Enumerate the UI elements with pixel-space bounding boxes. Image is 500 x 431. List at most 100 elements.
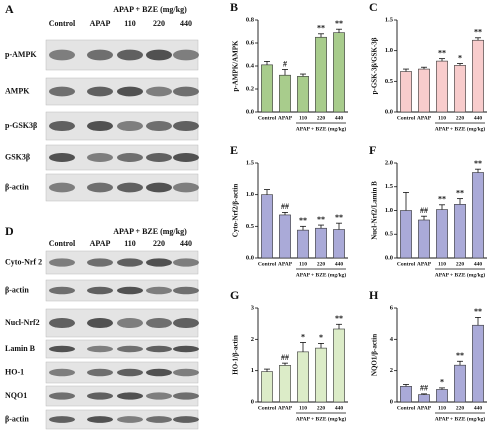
blot-band	[146, 86, 172, 97]
y-tick-label: 0.0	[385, 108, 393, 115]
bar	[436, 209, 448, 259]
y-tick-label: 2.0	[385, 159, 393, 166]
x-tick-label: 220	[456, 261, 465, 267]
y-tick-label: 1.0	[246, 191, 254, 198]
blot-band	[87, 416, 113, 423]
x-tick-label: APAP	[417, 405, 432, 411]
x-tick-label: APAP	[278, 115, 293, 121]
blot-band	[87, 368, 113, 377]
bar	[454, 364, 466, 403]
significance: **	[474, 28, 482, 37]
blot-band	[173, 120, 199, 132]
group-label: APAP + BZE (mg/kg)	[435, 415, 486, 422]
row-label: NQO1	[5, 391, 27, 400]
significance: *	[319, 333, 323, 342]
bar	[436, 60, 448, 113]
bar	[261, 371, 273, 403]
blot-band	[173, 286, 199, 295]
significance: ##	[281, 353, 289, 362]
blot-band	[117, 182, 143, 193]
lane-label: Control	[49, 239, 76, 248]
lane-label: 440	[180, 239, 192, 248]
significance: *	[301, 332, 305, 341]
bar	[315, 227, 327, 259]
y-tick-label: 4	[390, 336, 394, 343]
significance: ##	[281, 202, 289, 211]
blot-band	[87, 153, 113, 162]
x-tick-label: 110	[438, 261, 446, 267]
significance: *	[440, 378, 444, 387]
y-tick-label: 0.6	[246, 39, 255, 46]
blot-band	[173, 416, 199, 423]
y-axis-label: p-AMPK/AMPK	[232, 40, 240, 91]
bar	[418, 394, 430, 403]
blot-band	[146, 153, 172, 162]
blot-band	[49, 416, 75, 423]
x-tick-label: 110	[438, 115, 446, 121]
x-tick-label: 220	[317, 405, 326, 411]
y-tick-label: 0.0	[246, 108, 254, 115]
y-tick-label: 3	[251, 304, 255, 311]
lane-label: APAP	[90, 239, 111, 248]
bar	[400, 386, 412, 403]
blot-band	[173, 86, 199, 97]
bar	[315, 347, 327, 403]
panel-letter: E	[230, 143, 238, 157]
blot-band	[49, 86, 75, 97]
blot-band	[117, 286, 143, 295]
x-tick-label: 220	[456, 405, 465, 411]
blot-band	[49, 345, 75, 353]
bar	[279, 365, 291, 403]
row-label: Lamin B	[5, 344, 36, 353]
panel-letter: H	[369, 288, 379, 302]
x-tick-label: 220	[317, 115, 326, 121]
significance: *	[458, 53, 462, 62]
bar	[472, 39, 484, 113]
y-tick-label: 1.5	[246, 159, 255, 166]
lane-label: 220	[153, 239, 165, 248]
lane-label: 110	[124, 239, 136, 248]
group-label: APAP + BZE (mg/kg)	[435, 125, 486, 132]
panel-letter: A	[5, 2, 14, 16]
blot-band	[49, 392, 75, 400]
significance: **	[474, 159, 482, 168]
bar	[297, 351, 309, 403]
blot-band	[49, 317, 75, 329]
y-tick-label: 0.5	[385, 78, 394, 85]
blot-band	[49, 49, 75, 61]
lane-label: APAP	[90, 19, 111, 28]
x-tick-label: Control	[258, 115, 277, 121]
bar	[261, 194, 273, 259]
blot-band	[146, 392, 172, 400]
x-tick-label: 110	[299, 261, 307, 267]
blot-header: APAP + BZE (mg/kg)	[113, 227, 187, 236]
y-axis-label: Cyto-Nrf2/β-actin	[232, 184, 240, 238]
blot-band	[146, 345, 172, 353]
row-label: β-actin	[5, 285, 29, 294]
x-tick-label: 110	[438, 405, 446, 411]
x-tick-label: 440	[335, 115, 344, 121]
blot-band	[146, 416, 172, 423]
bar	[315, 36, 327, 113]
blot-band	[117, 368, 143, 377]
blot-band	[146, 317, 172, 329]
bar	[279, 74, 291, 113]
blot-band	[117, 153, 143, 162]
blot-band	[173, 345, 199, 353]
bar	[333, 328, 345, 403]
blot-band	[173, 49, 199, 61]
blot-band	[117, 86, 143, 97]
y-tick-label: 0	[390, 398, 393, 405]
row-label: GSK3β	[5, 152, 30, 161]
panel-letter: C	[369, 0, 378, 14]
blot-band	[146, 182, 172, 193]
blot-band	[117, 345, 143, 353]
y-axis-label: HO-1/β-actin	[232, 335, 240, 375]
row-label: p-GSK3β	[5, 121, 37, 130]
significance: **	[474, 307, 482, 316]
y-tick-label: 6	[390, 304, 394, 311]
y-tick-label: 0.0	[385, 254, 393, 261]
panel-letter: F	[369, 143, 376, 157]
y-tick-label: 0.0	[246, 254, 254, 261]
